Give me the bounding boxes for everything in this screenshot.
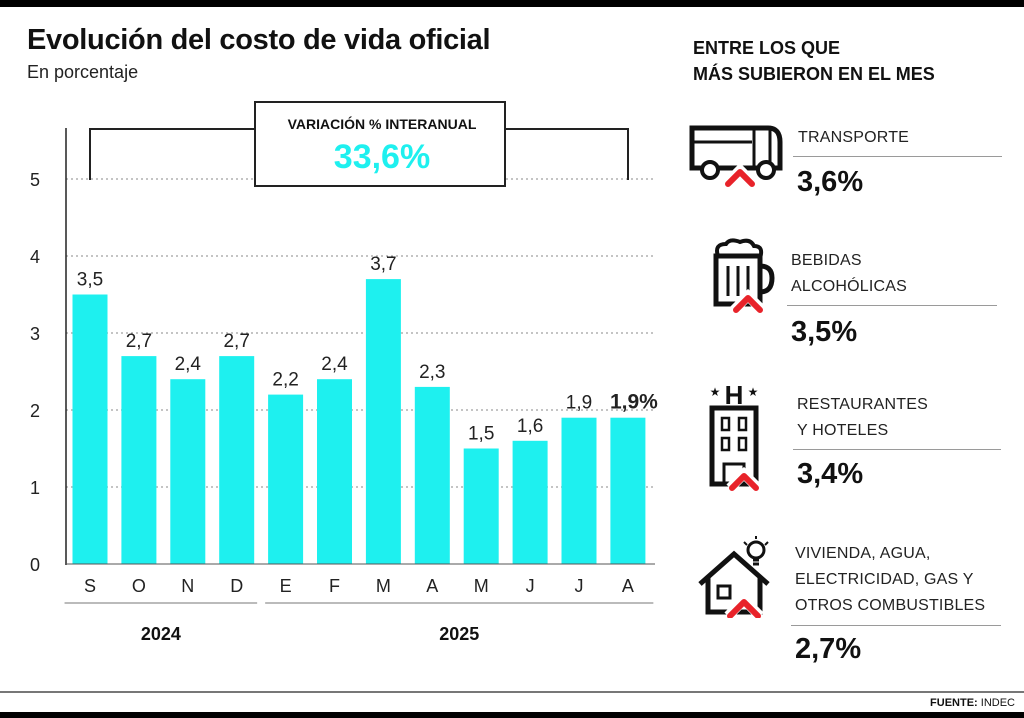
category-value: 3,4% xyxy=(797,458,864,490)
bar xyxy=(610,417,646,564)
bar-value-label: 2,4 xyxy=(321,354,348,375)
up-arrow-icon xyxy=(733,295,763,313)
x-tick-label: S xyxy=(84,576,96,596)
bar-value-label: 2,7 xyxy=(126,331,152,352)
bar-value-label: 3,7 xyxy=(370,254,396,275)
annotation-label: VARIACIÓN % INTERANUAL xyxy=(288,115,477,132)
bar-value-label: 2,2 xyxy=(272,370,298,391)
year-group-label: 2024 xyxy=(141,624,181,644)
y-tick-label: 1 xyxy=(30,478,40,498)
bar xyxy=(72,294,108,564)
bar xyxy=(463,448,499,564)
y-tick-label: 5 xyxy=(30,170,40,190)
bar-value-label: 1,9 xyxy=(566,393,592,414)
beer-mug-icon xyxy=(713,238,775,314)
up-arrow-icon xyxy=(727,599,761,618)
bus-icon xyxy=(689,125,783,192)
house-lightbulb-icon xyxy=(698,536,770,618)
top-bar xyxy=(0,0,1024,7)
category-label: RESTAURANTES Y HOTELES xyxy=(797,396,929,439)
bar xyxy=(365,279,401,564)
bar xyxy=(170,379,206,564)
category-value: 3,5% xyxy=(791,316,858,348)
x-tick-label: J xyxy=(526,576,535,596)
sidebar-title: ENTRE LOS QUE MÁS SUBIERON EN EL MES xyxy=(693,35,935,87)
x-tick-label: E xyxy=(280,576,292,596)
bar-value-label: 1,9% xyxy=(610,391,658,414)
bottom-bar xyxy=(0,712,1024,718)
x-tick-label: F xyxy=(329,576,340,596)
x-tick-label: M xyxy=(376,576,391,596)
x-tick-label: J xyxy=(575,576,584,596)
divider xyxy=(791,625,1001,626)
chart-subtitle: En porcentaje xyxy=(27,62,139,82)
bar xyxy=(561,417,597,564)
x-tick-label: N xyxy=(181,576,194,596)
svg-text:★: ★ xyxy=(710,385,721,399)
up-arrow-icon xyxy=(725,169,755,187)
x-tick-label: O xyxy=(132,576,146,596)
y-tick-label: 2 xyxy=(30,401,40,421)
source-note: FUENTE: INDEC xyxy=(930,697,1015,709)
category-label: BEBIDAS ALCOHÓLICAS xyxy=(791,252,908,295)
bar xyxy=(268,394,304,564)
bar xyxy=(512,440,548,564)
x-tick-label: A xyxy=(426,576,438,596)
annotation-box: VARIACIÓN % INTERANUAL 33,6% xyxy=(254,101,506,187)
bar-value-label: 1,5 xyxy=(468,424,494,445)
divider xyxy=(793,156,1002,157)
bar-value-label: 2,7 xyxy=(223,331,249,352)
bar-value-label: 1,6 xyxy=(517,416,543,437)
hotel-icon: H ★ ★ xyxy=(709,380,762,492)
x-tick-label: M xyxy=(474,576,489,596)
sidebar-title-line: MÁS SUBIERON EN EL MES xyxy=(693,64,935,84)
category-label: TRANSPORTE xyxy=(798,129,910,146)
bar-value-label: 3,5 xyxy=(77,270,103,291)
x-tick-label: A xyxy=(622,576,634,596)
y-tick-label: 3 xyxy=(30,324,40,344)
divider xyxy=(787,305,997,306)
annotation-value: 33,6% xyxy=(334,138,430,176)
footer-divider xyxy=(0,691,1024,693)
svg-text:H: H xyxy=(725,380,744,410)
category-value: 2,7% xyxy=(795,633,862,665)
year-group-label: 2025 xyxy=(439,624,479,644)
bar xyxy=(219,356,255,564)
sidebar-title-line: ENTRE LOS QUE xyxy=(693,38,841,58)
bar xyxy=(317,379,352,564)
svg-text:★: ★ xyxy=(748,385,759,399)
bar xyxy=(414,386,450,564)
bar-value-label: 2,4 xyxy=(175,354,202,375)
bar-chart: 0 1 2 3 4 5 VARIACIÓN % INTERANUAL 33,6% 3,5 2… xyxy=(30,101,658,644)
category-value: 3,6% xyxy=(797,166,864,198)
chart-title: Evolución del costo de vida oficial xyxy=(27,24,491,56)
bar-value-label: 2,3 xyxy=(419,362,445,383)
y-tick-label: 0 xyxy=(30,555,40,575)
up-arrow-icon xyxy=(729,473,759,491)
category-label: VIVIENDA, AGUA, ELECTRICIDAD, GAS Y OTRO… xyxy=(795,545,986,614)
divider xyxy=(793,449,1001,450)
bar xyxy=(121,356,157,564)
x-tick-label: D xyxy=(230,576,243,596)
y-tick-label: 4 xyxy=(30,247,40,267)
